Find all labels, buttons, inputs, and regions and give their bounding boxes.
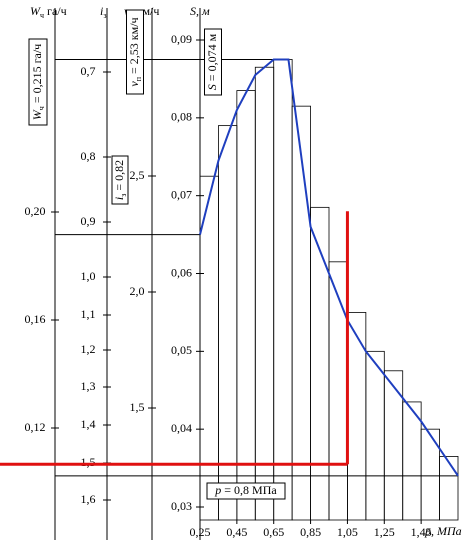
- histogram-bar: [199, 175, 219, 521]
- x-tick-label: 1,25: [374, 525, 395, 539]
- annotation: vп = 2,53 км/ч: [126, 9, 144, 95]
- curve: [199, 58, 459, 477]
- annotation-symbol: i: [112, 197, 126, 200]
- i-tick-label: 1,4: [81, 417, 96, 431]
- annotation-value: = 0,074 м: [205, 33, 219, 84]
- x-tick-label: 1,05: [337, 525, 358, 539]
- histogram-bar: [236, 90, 256, 521]
- x-tick-label: 0,65: [263, 525, 284, 539]
- histogram-bar: [365, 350, 385, 521]
- i-tick-label: 1,1: [81, 307, 96, 321]
- s-axis-title: S, м: [190, 4, 210, 18]
- w-unit: га/ч: [44, 4, 67, 18]
- x-tick-label: 0,25: [190, 525, 211, 539]
- annotation-text: vп = 2,53 км/ч: [127, 17, 143, 86]
- i-tick-label: 0,7: [81, 64, 96, 78]
- annotation-sub: з: [119, 194, 128, 197]
- y-tick-label: 0,09: [171, 32, 192, 46]
- histogram-bar: [273, 59, 293, 521]
- histogram-bar: [328, 261, 348, 521]
- annotation-value: = 2,53 км/ч: [127, 17, 141, 77]
- histogram-bar: [347, 312, 367, 521]
- w-axis-title: Wч га/ч: [30, 4, 67, 20]
- i-symbol: i: [100, 4, 103, 18]
- annotation-sub: ч: [37, 106, 46, 110]
- v-tick-label: 2,0: [130, 284, 145, 298]
- p-axis-title: p, МПа: [424, 524, 462, 538]
- w-tick-label: 0,20: [25, 204, 46, 218]
- y-tick-label: 0,04: [171, 421, 192, 435]
- annotation-box: [28, 38, 48, 126]
- i-axis-title: iз: [100, 4, 107, 20]
- annotation: Wч = 0,215 га/ч: [28, 38, 48, 126]
- v-tick-label: 2,5: [130, 168, 145, 182]
- histogram-bar: [402, 401, 422, 521]
- annotation-text: p = 0,8 МПа: [214, 483, 277, 497]
- i-sub: з: [103, 11, 106, 20]
- histogram-bar: [254, 66, 275, 521]
- i-tick-label: 1,2: [81, 342, 96, 356]
- w-tick-label: 0,16: [25, 312, 46, 326]
- annotation-symbol: S: [205, 84, 219, 90]
- histogram-bar: [310, 206, 330, 521]
- annotation-symbol: W: [30, 109, 44, 120]
- y-tick-label: 0,06: [171, 265, 192, 279]
- annotation-sub: п: [134, 76, 143, 81]
- i-tick-label: 1,0: [81, 269, 96, 283]
- annotation-box: [204, 28, 222, 96]
- annotation-box: [206, 482, 286, 500]
- annotation-symbol: p: [214, 483, 221, 497]
- w-symbol: W: [30, 4, 41, 18]
- annotation-value: = 0,8 МПа: [221, 483, 277, 497]
- annotation-box: [126, 9, 144, 95]
- annotation-symbol: v: [127, 81, 141, 87]
- i-tick-label: 1,5: [81, 455, 96, 469]
- i-tick-label: 1,6: [81, 492, 96, 506]
- annotation: iз = 0,82: [111, 155, 129, 205]
- i-tick-label: 0,8: [81, 149, 96, 163]
- annotation-text: iз = 0,82: [112, 160, 128, 200]
- i-tick-label: 1,3: [81, 379, 96, 393]
- w-sub: ч: [40, 11, 44, 20]
- w-tick-label: 0,12: [25, 420, 46, 434]
- annotation: S = 0,074 м: [204, 28, 222, 96]
- y-tick-label: 0,07: [171, 187, 192, 201]
- y-tick-label: 0,05: [171, 343, 192, 357]
- annotation-text: S = 0,074 м: [205, 33, 219, 90]
- i-tick-label: 0,9: [81, 214, 96, 228]
- annotation-box: [111, 155, 129, 205]
- histogram-bar: [218, 125, 238, 521]
- annotation-value: = 0,82: [112, 160, 126, 194]
- annotation-value: = 0,215 га/ч: [30, 44, 44, 106]
- histogram-bar: [291, 105, 311, 521]
- histogram-bar: [439, 456, 459, 521]
- y-tick-label: 0,08: [171, 110, 192, 124]
- x-tick-label: 0,45: [226, 525, 247, 539]
- v-tick-label: 1,5: [130, 400, 145, 414]
- x-tick-label: 1,45: [411, 525, 432, 539]
- y-tick-label: 0,03: [171, 499, 192, 513]
- annotation: p = 0,8 МПа: [206, 482, 286, 500]
- annotation-text: Wч = 0,215 га/ч: [30, 44, 46, 120]
- x-tick-label: 0,85: [300, 525, 321, 539]
